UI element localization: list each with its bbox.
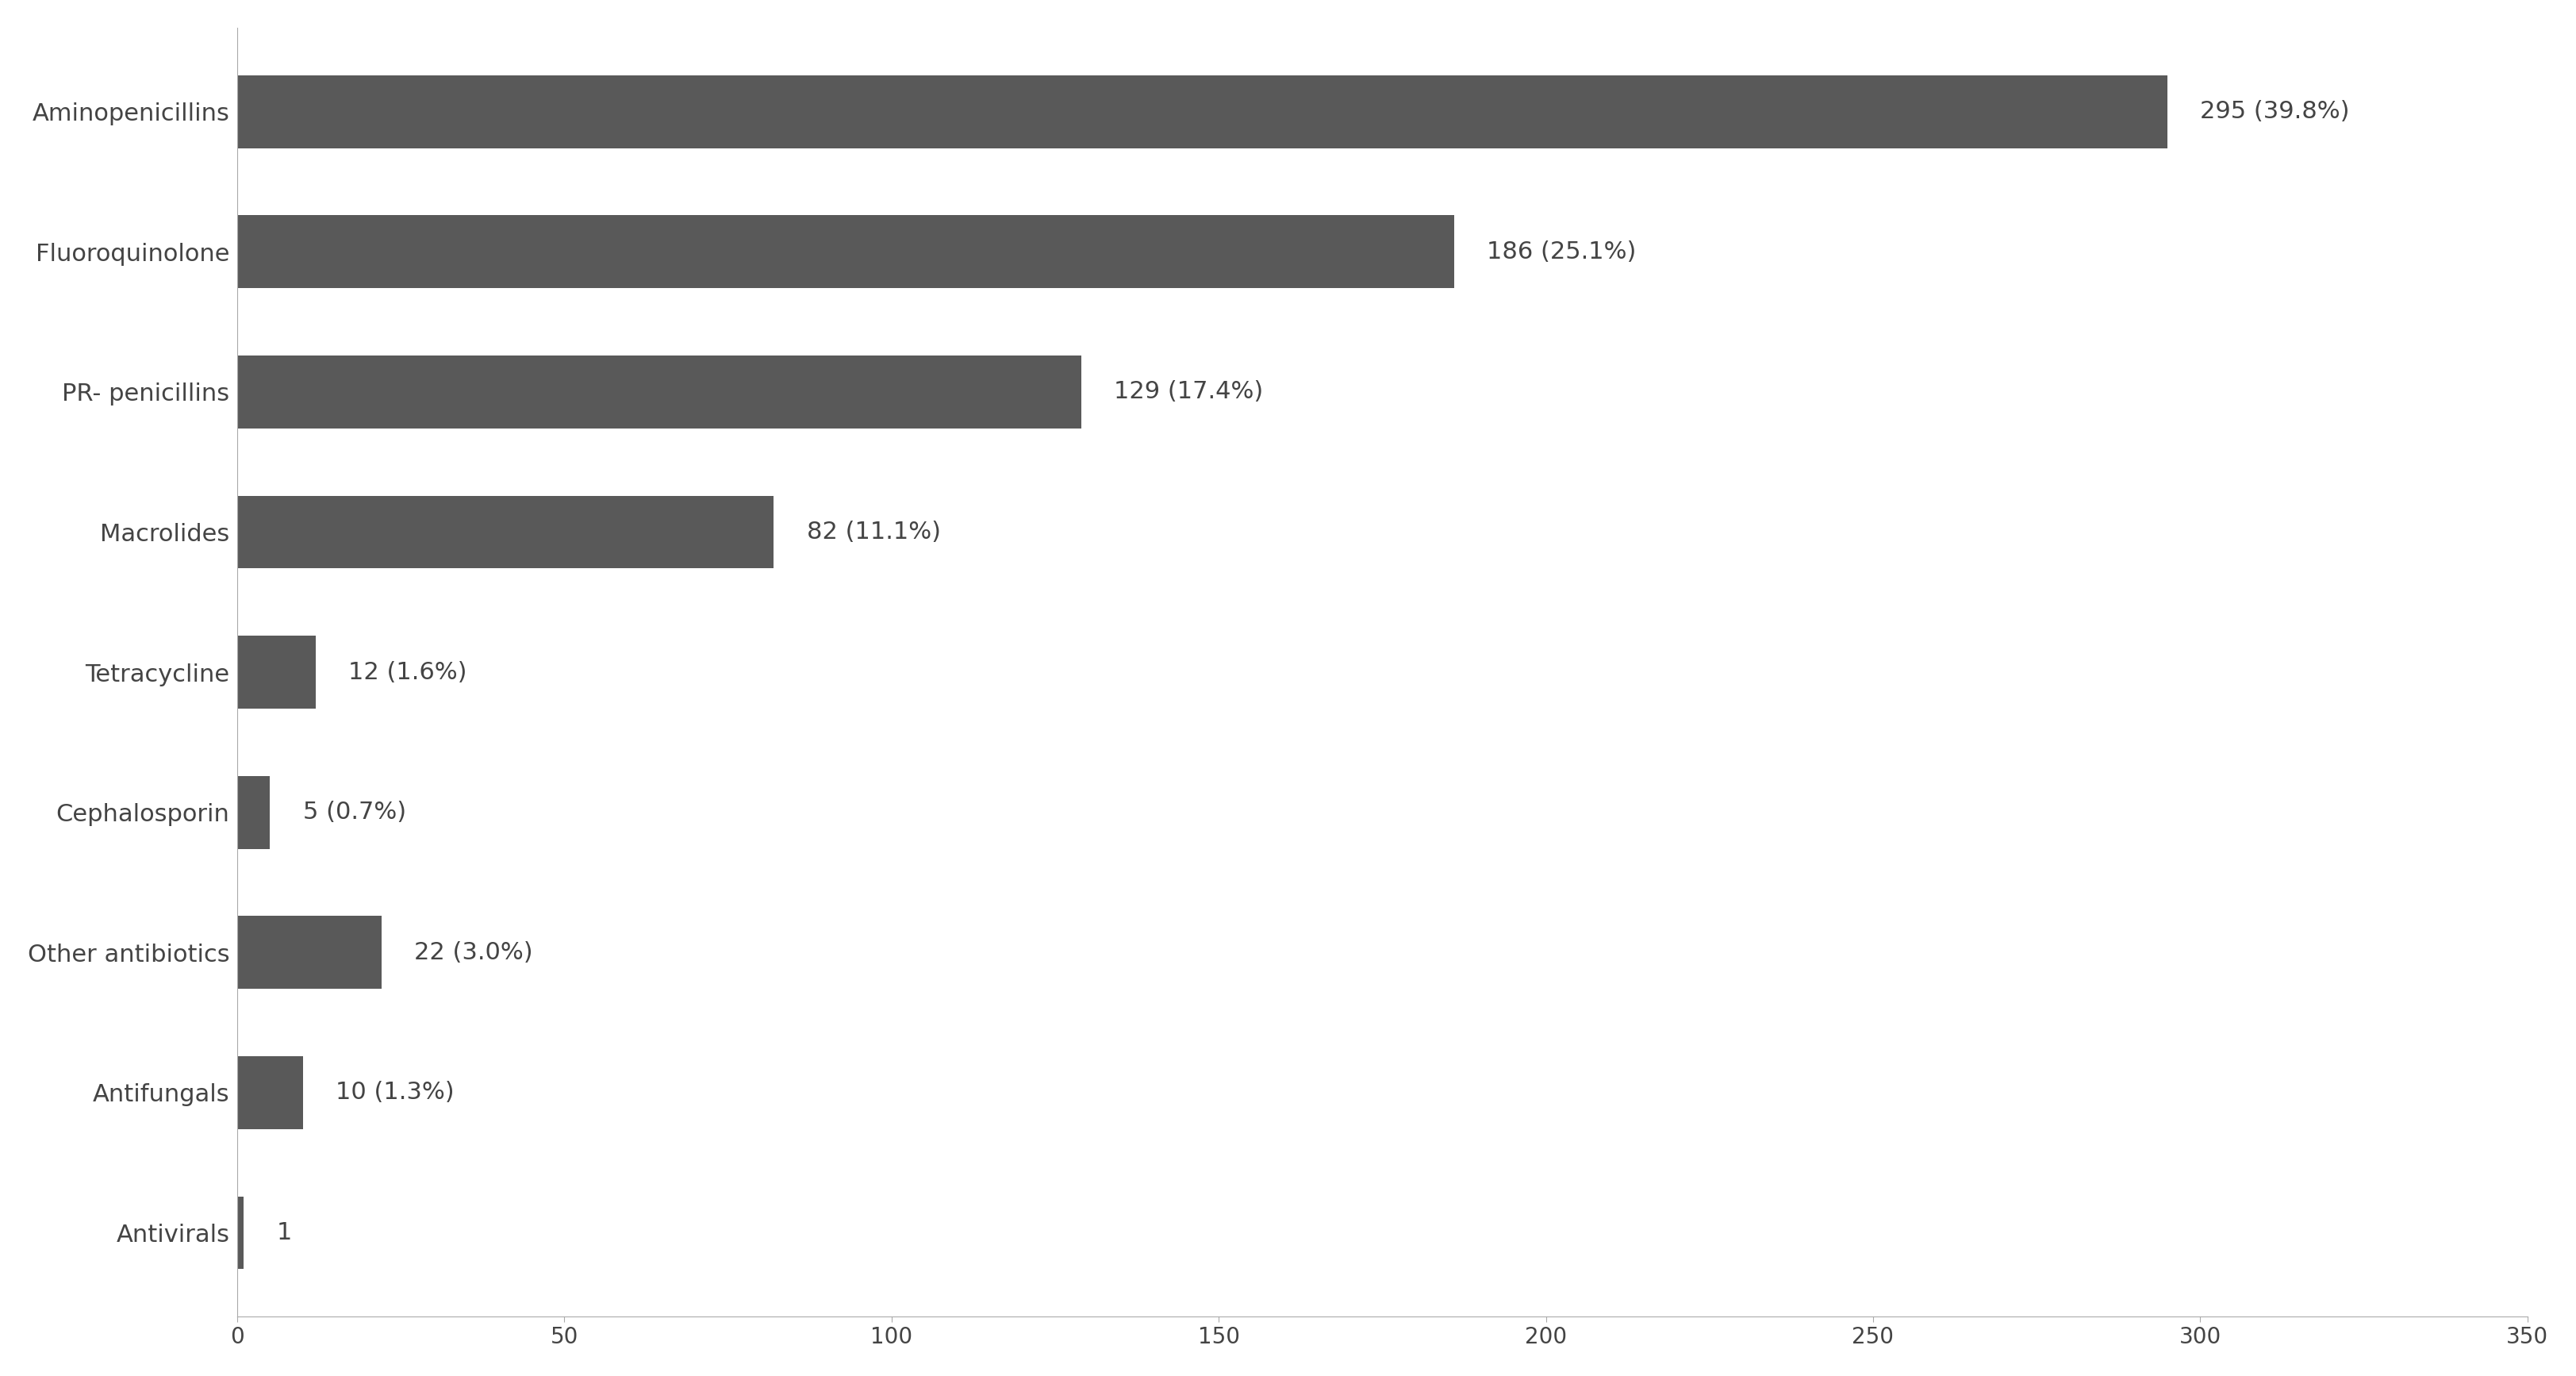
Text: 10 (1.3%): 10 (1.3%) (335, 1082, 453, 1104)
Text: 22 (3.0%): 22 (3.0%) (415, 941, 533, 965)
Text: 82 (11.1%): 82 (11.1%) (806, 520, 940, 544)
Bar (237, 916, 381, 989)
Bar (237, 776, 270, 849)
Text: 295 (39.8%): 295 (39.8%) (2200, 100, 2349, 122)
Bar (237, 355, 1082, 428)
Bar (237, 1196, 245, 1269)
Text: 5 (0.7%): 5 (0.7%) (304, 801, 407, 824)
Bar (237, 495, 773, 568)
Text: 186 (25.1%): 186 (25.1%) (1486, 241, 1636, 263)
Text: 12 (1.6%): 12 (1.6%) (348, 660, 466, 684)
Text: 1: 1 (276, 1222, 291, 1244)
Text: 129 (17.4%): 129 (17.4%) (1113, 380, 1262, 403)
Bar (237, 215, 1455, 288)
Bar (237, 636, 317, 709)
Bar (237, 1057, 304, 1130)
Bar (237, 76, 2166, 149)
